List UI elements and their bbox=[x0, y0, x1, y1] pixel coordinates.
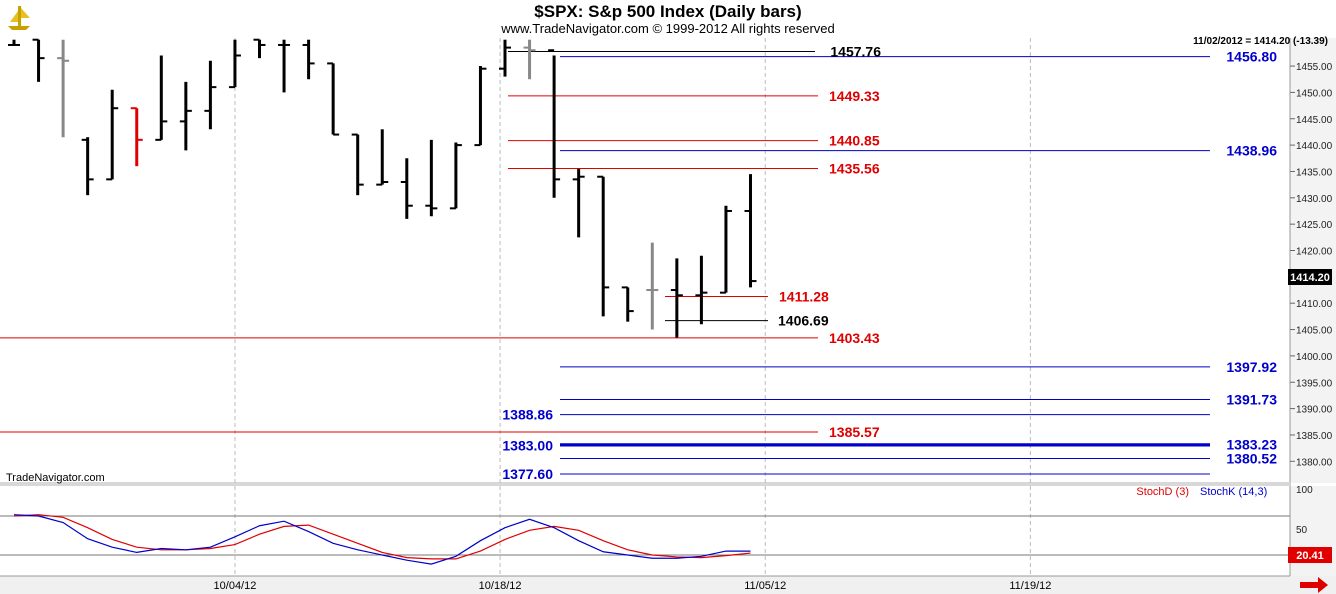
stoch-marker: 20.41 bbox=[1296, 550, 1324, 562]
blue-level-label: 1388.86 bbox=[502, 407, 553, 423]
time-tick-label: 10/18/12 bbox=[479, 580, 522, 592]
price-tick-label: 1435.00 bbox=[1296, 167, 1333, 178]
pane-divider[interactable] bbox=[0, 482, 1290, 486]
stoch-k-series bbox=[13, 514, 751, 565]
ohlc-bar bbox=[523, 39, 536, 80]
ohlc-bar bbox=[253, 38, 266, 59]
price-tick-label: 1425.00 bbox=[1296, 220, 1333, 231]
title-bar: $SPX: S&p 500 Index (Daily bars) www.Tra… bbox=[0, 0, 1336, 38]
last-quote-label: 11/02/2012 = 1414.20 (-13.39) bbox=[1193, 36, 1328, 47]
time-tick-label: 10/04/12 bbox=[214, 580, 257, 592]
price-axis-bg bbox=[1290, 38, 1336, 483]
ohlc-bar bbox=[106, 89, 119, 181]
price-tick-label: 1455.00 bbox=[1296, 62, 1333, 73]
stoch-d-series bbox=[13, 514, 751, 560]
ohlc-bar bbox=[327, 62, 340, 136]
price-tick-label: 1440.00 bbox=[1296, 141, 1333, 152]
time-tick-label: 11/05/12 bbox=[744, 580, 786, 592]
ohlc-bars bbox=[8, 38, 757, 338]
chart-title: $SPX: S&p 500 Index (Daily bars) bbox=[534, 2, 802, 21]
blue-level-label: 1397.92 bbox=[1226, 359, 1277, 375]
price-tick-label: 1380.00 bbox=[1296, 457, 1333, 468]
ohlc-bar bbox=[621, 286, 634, 322]
blue-level-label: 1380.52 bbox=[1226, 451, 1277, 467]
ohlc-bar bbox=[719, 205, 732, 294]
price-tick-label: 1385.00 bbox=[1296, 431, 1333, 442]
blue-level-label: 1383.00 bbox=[502, 437, 553, 453]
ohlc-bar bbox=[400, 158, 413, 219]
price-tick-label: 1430.00 bbox=[1296, 194, 1333, 205]
ohlc-bar bbox=[155, 55, 168, 141]
stoch-k-legend: StochK (14,3) bbox=[1200, 486, 1267, 498]
price-ticks: 1380.00 1385.00 1390.00 1395.00 1400.00 1405.… bbox=[1290, 62, 1333, 468]
ohlc-bar bbox=[548, 49, 561, 198]
time-axis-bg bbox=[0, 576, 1336, 594]
ohlc-bar bbox=[278, 39, 291, 93]
red-level-label: 1440.85 bbox=[829, 133, 880, 149]
red-level-label: 1385.57 bbox=[829, 424, 880, 440]
ohlc-bar bbox=[130, 107, 143, 167]
blue-level-label: 1383.23 bbox=[1226, 436, 1277, 452]
ohlc-bar bbox=[474, 66, 487, 147]
ohlc-bar bbox=[670, 258, 683, 338]
price-tick-label: 1450.00 bbox=[1296, 88, 1333, 99]
ohlc-bar bbox=[572, 168, 585, 238]
stoch-marker-box bbox=[1288, 547, 1332, 563]
watermark-text: TradeNavigator.com bbox=[6, 472, 105, 484]
black-level-label: 1406.69 bbox=[778, 313, 829, 329]
stoch-axis-label: 50 bbox=[1296, 525, 1308, 536]
price-tick-label: 1410.00 bbox=[1296, 299, 1333, 310]
ohlc-bar bbox=[597, 175, 610, 317]
ohlc-bar bbox=[204, 60, 217, 130]
blue-level-label: 1456.80 bbox=[1226, 49, 1277, 65]
black-level-label: 1457.76 bbox=[830, 44, 881, 60]
ohlc-bar bbox=[302, 39, 315, 80]
ohlc-bar bbox=[695, 255, 708, 325]
time-ticks: 10/04/12 10/18/12 11/05/12 11/19/12 bbox=[214, 580, 1052, 592]
blue-level-label: 1377.60 bbox=[502, 466, 553, 482]
grid bbox=[234, 38, 1031, 576]
tradenavigator-logo-icon bbox=[8, 6, 30, 30]
price-marker: 1414.20 bbox=[1290, 272, 1330, 284]
price-marker-box bbox=[1288, 269, 1332, 285]
price-tick-label: 1445.00 bbox=[1296, 115, 1333, 126]
ohlc-bar bbox=[351, 133, 364, 196]
blue-level-label: 1391.73 bbox=[1226, 391, 1277, 407]
stochastic-pane: StochD (3) StochK (14,3) 100 50 bbox=[0, 485, 1313, 565]
stoch-axis-label: 100 bbox=[1296, 485, 1313, 496]
copyright-text: www.TradeNavigator.com © 1999-2012 All r… bbox=[501, 21, 835, 36]
red-level-label: 1435.56 bbox=[829, 160, 880, 176]
stoch-d-legend: StochD (3) bbox=[1136, 486, 1189, 498]
ohlc-bar bbox=[57, 39, 70, 138]
ohlc-bar bbox=[8, 39, 20, 46]
price-tick-label: 1400.00 bbox=[1296, 352, 1333, 363]
price-tick-label: 1390.00 bbox=[1296, 405, 1333, 416]
level-lines: 1449.33 1440.85 1435.56 1411.28 1403.43 1385.… bbox=[0, 44, 1277, 482]
ohlc-bar bbox=[179, 81, 192, 151]
ohlc-bar bbox=[449, 142, 462, 210]
ohlc-bar bbox=[744, 174, 757, 288]
ohlc-bar bbox=[425, 139, 438, 217]
red-level-label: 1411.28 bbox=[779, 288, 829, 304]
price-tick-label: 1405.00 bbox=[1296, 326, 1333, 337]
ohlc-bar bbox=[376, 129, 389, 186]
ohlc-bar bbox=[32, 38, 45, 82]
price-tick-label: 1395.00 bbox=[1296, 378, 1333, 389]
scroll-right-arrow-icon[interactable] bbox=[1300, 577, 1328, 593]
price-tick-label: 1420.00 bbox=[1296, 247, 1333, 258]
ohlc-bar bbox=[81, 137, 94, 196]
red-level-label: 1403.43 bbox=[829, 330, 880, 346]
red-level-label: 1449.33 bbox=[829, 88, 880, 104]
ohlc-bar bbox=[499, 39, 511, 77]
ohlc-bar bbox=[646, 242, 659, 330]
ohlc-bar bbox=[228, 39, 241, 89]
time-tick-label: 11/19/12 bbox=[1009, 580, 1051, 592]
blue-level-label: 1438.96 bbox=[1226, 143, 1277, 159]
